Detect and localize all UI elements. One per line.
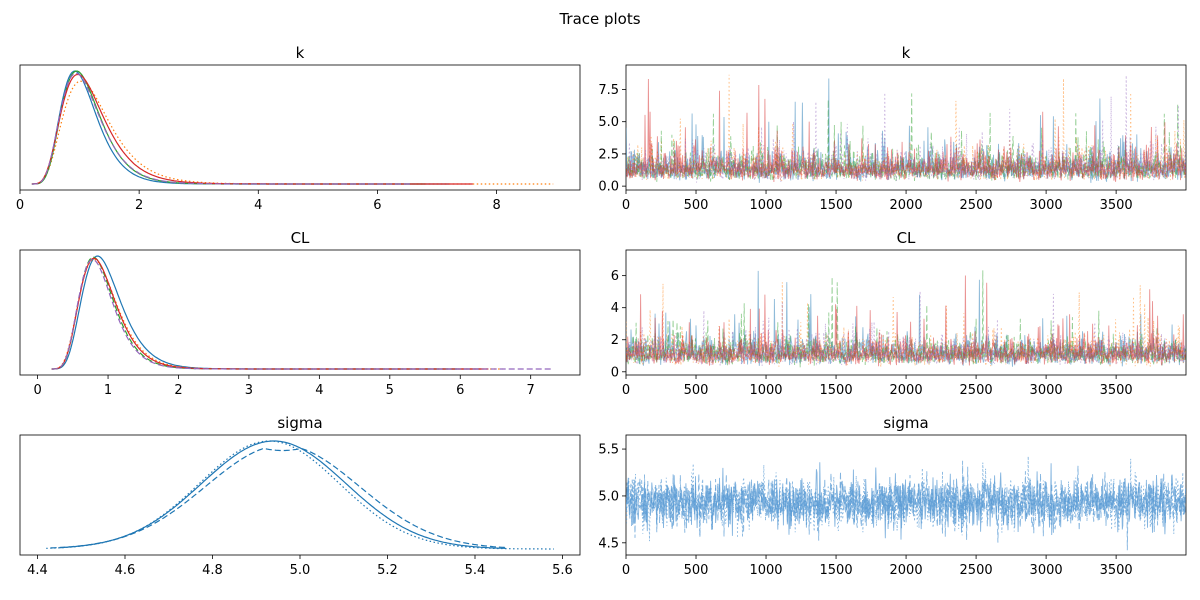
k-trace-xtick-label: 1000	[749, 198, 782, 213]
cl-trace-xtick-label: 1500	[820, 383, 853, 398]
sigma-trace-xtick-label: 2000	[890, 563, 923, 578]
k-kde-xtick-label: 0	[16, 198, 24, 213]
sigma-kde-xtick-label: 4.6	[115, 563, 136, 578]
sigma-trace-xtick-label: 3500	[1100, 563, 1133, 578]
cl-trace-ytick-label: 0	[611, 365, 619, 380]
sigma-kde-xtick-label: 4.4	[27, 563, 48, 578]
cl-trace-ytick-label: 4	[611, 301, 619, 316]
k-trace-title: k	[902, 44, 911, 62]
sigma-trace-panel: sigma 0 500 1000 1500 2000 2500 3000 3500 4.5 5.0 5…	[598, 414, 1187, 578]
k-trace-xtick-label: 1500	[820, 198, 853, 213]
cl-trace-ytick-label: 6	[611, 269, 619, 284]
cl-trace-xtick-label: 500	[684, 383, 709, 398]
k-kde-xtick-label: 8	[492, 198, 500, 213]
cl-trace-xtick-label: 2000	[890, 383, 923, 398]
k-kde-title: k	[296, 44, 305, 62]
cl-trace-xtick-label: 3500	[1100, 383, 1133, 398]
cl-trace-panel: CL 0 500 1000 1500 2000 2500 3000 3500 0 2 4 6	[611, 229, 1187, 398]
sigma-trace-title: sigma	[883, 414, 928, 432]
cl-kde-kde-chain-1	[51, 258, 503, 370]
cl-trace-xtick-label: 0	[622, 383, 630, 398]
sigma-kde-axes-frame	[19, 434, 581, 556]
k-trace-ytick-label: 5.0	[598, 115, 619, 130]
sigma-kde-xtick-label: 5.4	[465, 563, 486, 578]
k-trace-ytick-label: 2.5	[598, 147, 619, 162]
sigma-trace-trace-chain-0	[626, 462, 1186, 540]
k-trace-xtick-label: 2500	[960, 198, 993, 213]
k-kde-panel: k 0 2 4 6 8	[16, 44, 581, 213]
sigma-trace-ytick-label: 4.5	[598, 536, 619, 551]
cl-trace-xtick-label: 2500	[960, 383, 993, 398]
cl-trace-trace-chain-4	[626, 291, 1186, 366]
cl-kde-xtick-label: 1	[104, 383, 112, 398]
sigma-trace-xtick-label: 500	[684, 563, 709, 578]
sigma-kde-kde-chain-0	[59, 440, 506, 549]
cl-trace-ytick-label: 2	[611, 333, 619, 348]
sigma-kde-xtick-label: 5.2	[377, 563, 398, 578]
cl-kde-xtick-label: 6	[456, 383, 464, 398]
sigma-trace-xtick-label: 2500	[960, 563, 993, 578]
sigma-kde-kde-chain-1	[50, 448, 506, 549]
sigma-trace-xtick-label: 3000	[1030, 563, 1063, 578]
k-kde-kde-chain-2	[31, 70, 426, 185]
k-trace-xtick-label: 500	[684, 198, 709, 213]
k-trace-panel: k 0 500 1000 1500 2000 2500 3000 3500 0.0 2.5 5.0 7.…	[598, 44, 1187, 213]
k-trace-xtick-label: 2000	[890, 198, 923, 213]
k-trace-ytick-label: 0.0	[598, 180, 619, 195]
cl-kde-xtick-label: 4	[315, 383, 323, 398]
sigma-kde-xtick-label: 4.8	[202, 563, 223, 578]
k-kde-kde-chain-0	[31, 70, 449, 185]
cl-trace-xtick-label: 1000	[749, 383, 782, 398]
cl-kde-kde-chain-3	[51, 257, 489, 370]
k-trace-trace-chain-1	[626, 74, 1186, 181]
k-trace-ytick-label: 7.5	[598, 83, 619, 98]
sigma-kde-title: sigma	[277, 414, 322, 432]
k-kde-kde-chain-3	[31, 73, 473, 185]
sigma-kde-panel: sigma 4.4 4.6 4.8 5.0 5.2 5.4 5.6	[19, 414, 581, 578]
cl-kde-panel: CL 0 1 2 3 4 5 6 7	[19, 229, 581, 398]
k-kde-xtick-label: 6	[373, 198, 381, 213]
k-kde-axes-frame	[19, 64, 581, 191]
sigma-trace-ytick-label: 5.5	[598, 443, 619, 458]
sigma-trace-xtick-label: 1000	[749, 563, 782, 578]
k-kde-xtick-label: 2	[135, 198, 143, 213]
cl-kde-kde-chain-4	[51, 258, 552, 370]
sigma-kde-xtick-label: 5.0	[290, 563, 311, 578]
cl-trace-title: CL	[897, 229, 916, 247]
sigma-trace-ytick-label: 5.0	[598, 489, 619, 504]
sigma-trace-xtick-label: 0	[622, 563, 630, 578]
cl-kde-kde-chain-2	[51, 256, 461, 370]
k-trace-xtick-label: 0	[622, 198, 630, 213]
k-kde-kde-chain-1	[31, 80, 554, 185]
cl-kde-axes-frame	[19, 249, 581, 376]
k-trace-xtick-label: 3000	[1030, 198, 1063, 213]
figure-suptitle: Trace plots	[558, 10, 640, 28]
sigma-trace-xtick-label: 1500	[820, 563, 853, 578]
cl-kde-xtick-label: 0	[33, 383, 41, 398]
k-kde-kde-chain-4	[31, 72, 414, 185]
sigma-kde-kde-chain-2	[46, 440, 554, 550]
cl-kde-xtick-label: 7	[527, 383, 535, 398]
cl-trace-trace-chain-3	[626, 275, 1186, 367]
cl-trace-xtick-label: 3000	[1030, 383, 1063, 398]
cl-kde-xtick-label: 5	[386, 383, 394, 398]
sigma-trace-trace-chain-2	[626, 460, 1186, 551]
sigma-kde-xtick-label: 5.6	[552, 563, 573, 578]
k-kde-xtick-label: 4	[254, 198, 262, 213]
cl-kde-xtick-label: 2	[174, 383, 182, 398]
cl-kde-title: CL	[291, 229, 310, 247]
k-trace-xtick-label: 3500	[1100, 198, 1133, 213]
cl-kde-xtick-label: 3	[245, 383, 253, 398]
